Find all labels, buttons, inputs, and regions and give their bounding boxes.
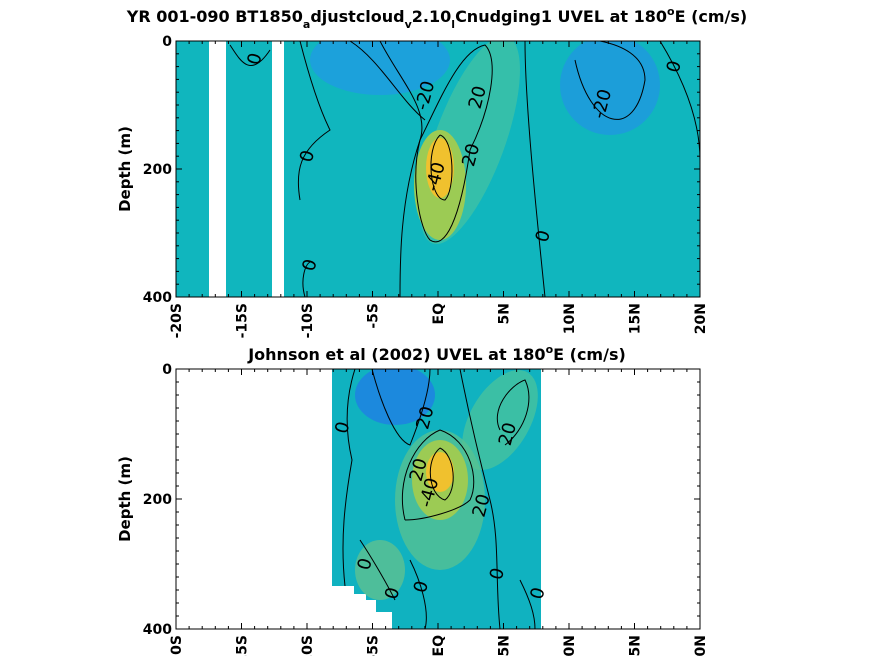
contour-zero-deep-b bbox=[409, 559, 427, 629]
eastward-band-2 bbox=[462, 370, 538, 470]
contour-zero-a bbox=[297, 41, 331, 201]
chart-title-1: YR 001-090 BT1850adjustcloudv2.10lCnudgi… bbox=[126, 5, 747, 31]
contour-label: 0 bbox=[296, 148, 319, 164]
x-tick-label: 5N bbox=[497, 303, 513, 324]
missing-column-1 bbox=[209, 41, 226, 297]
eastward-peak-2 bbox=[426, 452, 454, 492]
axes-frame-1: -20S -15S -10S -5S EQ 5N 10N 15N 20N 0 200 400 bbox=[143, 34, 709, 338]
contour-lines-2 bbox=[342, 369, 536, 629]
y-axis-label-1: Depth (m) bbox=[116, 126, 134, 212]
x-tick-label: 20N bbox=[693, 303, 709, 334]
contour-minus20-east bbox=[574, 41, 646, 120]
y-tick-label: 400 bbox=[143, 622, 172, 638]
chart-title-2: Johnson et al (2002) UVEL at 180oE (cm/s… bbox=[247, 343, 626, 364]
contour-label: 0 bbox=[486, 566, 509, 582]
y-tick-label: 400 bbox=[143, 290, 172, 306]
x-tick-label: 5N bbox=[497, 635, 513, 656]
contour-label: 0 bbox=[243, 51, 266, 67]
contour-label: 0 bbox=[532, 228, 555, 244]
contour-plus20-east bbox=[496, 379, 530, 446]
x-tick-label: -5S bbox=[366, 303, 382, 329]
x-tick-label: EQ bbox=[431, 635, 447, 656]
x-tick-label: 20N bbox=[693, 635, 709, 656]
contour-label: 0 bbox=[298, 257, 321, 273]
missing-column-2 bbox=[272, 41, 284, 297]
x-tick-label: -15S bbox=[235, 635, 251, 656]
y-tick-label: 0 bbox=[162, 34, 172, 50]
contour-minus20-2 bbox=[371, 369, 431, 446]
contour-label: 0 bbox=[526, 585, 549, 601]
deep-green-patch bbox=[355, 540, 405, 600]
y-axis-label-2: Depth (m) bbox=[116, 456, 134, 542]
y-tick-label: 200 bbox=[143, 162, 172, 178]
y-tick-label: 200 bbox=[143, 492, 172, 508]
x-tick-label: 10N bbox=[562, 303, 578, 334]
contour-minus20 bbox=[349, 41, 426, 121]
contour-label: 0 bbox=[381, 585, 404, 601]
contour-zero-deep bbox=[302, 261, 311, 297]
contour-zero-west-2 bbox=[342, 369, 356, 587]
contour-plus40 bbox=[430, 134, 453, 201]
y-tick-label: 0 bbox=[162, 362, 172, 378]
contour-zero-west bbox=[229, 44, 271, 66]
contour-zero-deep-c bbox=[519, 579, 536, 629]
contour-zero-deep-a bbox=[359, 539, 396, 601]
x-tick-label: 15N bbox=[628, 303, 644, 334]
x-tick-label: -10S bbox=[300, 303, 316, 338]
x-tick-label: 10N bbox=[562, 635, 578, 656]
contour-zero-mid bbox=[459, 369, 501, 629]
x-tick-label: 15N bbox=[628, 635, 644, 656]
contour-label: 0 bbox=[331, 419, 354, 435]
chart-panel-2: Johnson et al (2002) UVEL at 180oE (cm/s… bbox=[116, 343, 709, 656]
x-tick-label: -20S bbox=[169, 303, 185, 338]
contour-label: 0 bbox=[410, 579, 433, 595]
contour-zero-c bbox=[524, 41, 546, 297]
contour-plus20-2 bbox=[401, 429, 475, 521]
contour-label: 0 bbox=[353, 556, 376, 572]
westward-region-2 bbox=[560, 41, 660, 135]
x-tick-label: -10S bbox=[300, 635, 316, 656]
contour-label: 0 bbox=[663, 58, 686, 74]
x-tick-label: EQ bbox=[431, 303, 447, 325]
contour-plus20-outer bbox=[415, 44, 493, 243]
x-tick-label: -5S bbox=[366, 635, 382, 656]
contour-lines-1 bbox=[229, 41, 700, 297]
westward-region-3 bbox=[355, 369, 435, 425]
x-tick-label: -20S bbox=[169, 635, 185, 656]
chart-panel-1: YR 001-090 BT1850adjustcloudv2.10lCnudgi… bbox=[116, 5, 747, 338]
x-tick-label: -15S bbox=[235, 303, 251, 338]
axes-frame-2: -20S -15S -10S -5S EQ 5N 10N 15N 20N 0 200 400 bbox=[143, 362, 709, 656]
contour-plus40-2 bbox=[429, 447, 454, 501]
